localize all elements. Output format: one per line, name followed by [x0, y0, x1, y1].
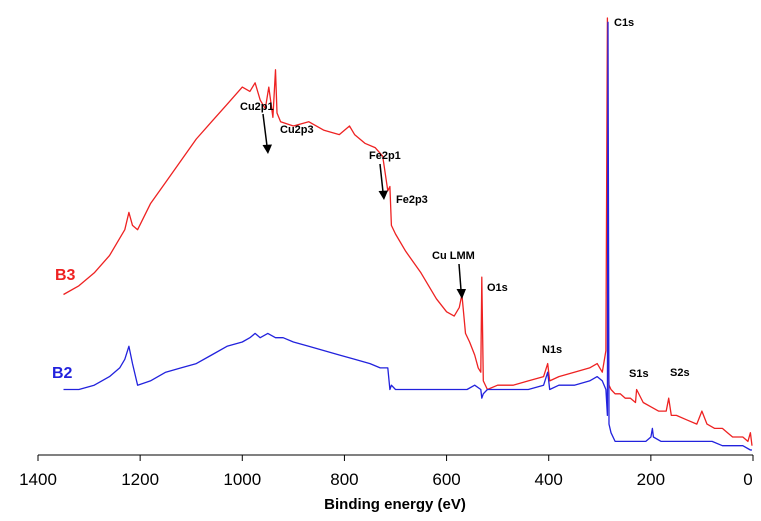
x-tick-label: 800: [330, 470, 358, 489]
peak-label-s2s: S2s: [670, 367, 690, 379]
peak-label-c1s: C1s: [614, 17, 634, 29]
peak-arrow-cu-lmm: [458, 263, 462, 291]
x-axis-title: Binding energy (eV): [324, 496, 466, 513]
series-label-b3: B3: [55, 267, 76, 284]
x-tick-label: 400: [535, 470, 563, 489]
x-tick-label: 600: [432, 470, 460, 489]
peak-label-n1s: N1s: [542, 344, 562, 356]
peak-annotations: C1s Cu2p1 Cu2p3 Fe2p1 Fe2p3 Cu LMM O1s N…: [240, 17, 690, 380]
peak-arrowhead-cu-lmm: [456, 289, 466, 299]
x-axis-ticks: 1400 1200 1000 800 600 400 200 0: [19, 455, 754, 489]
x-tick-label: 200: [637, 470, 665, 489]
x-tick-label: 1200: [121, 470, 159, 489]
peak-arrow-cu2p1: [262, 113, 268, 147]
series-line-b3: [63, 17, 753, 446]
series-label-b2: B2: [52, 365, 73, 382]
x-tick-label: 1400: [19, 470, 57, 489]
series-line-b2: [63, 21, 752, 451]
peak-arrowhead-fe2p1: [378, 190, 388, 200]
peak-label-cu2p1: Cu2p1: [240, 101, 274, 113]
peak-label-cu-lmm: Cu LMM: [432, 250, 475, 262]
peak-label-s1s: S1s: [629, 368, 649, 380]
peak-label-fe2p1: Fe2p1: [369, 150, 401, 162]
x-tick-label: 1000: [223, 470, 261, 489]
peak-label-o1s: O1s: [487, 282, 508, 294]
peak-arrowhead-cu2p1: [262, 144, 272, 154]
x-tick-label: 0: [743, 470, 752, 489]
peak-label-cu2p3: Cu2p3: [280, 124, 314, 136]
plot-area: [63, 17, 753, 451]
peak-arrow-fe2p1: [379, 163, 384, 193]
peak-label-fe2p3: Fe2p3: [396, 194, 428, 206]
